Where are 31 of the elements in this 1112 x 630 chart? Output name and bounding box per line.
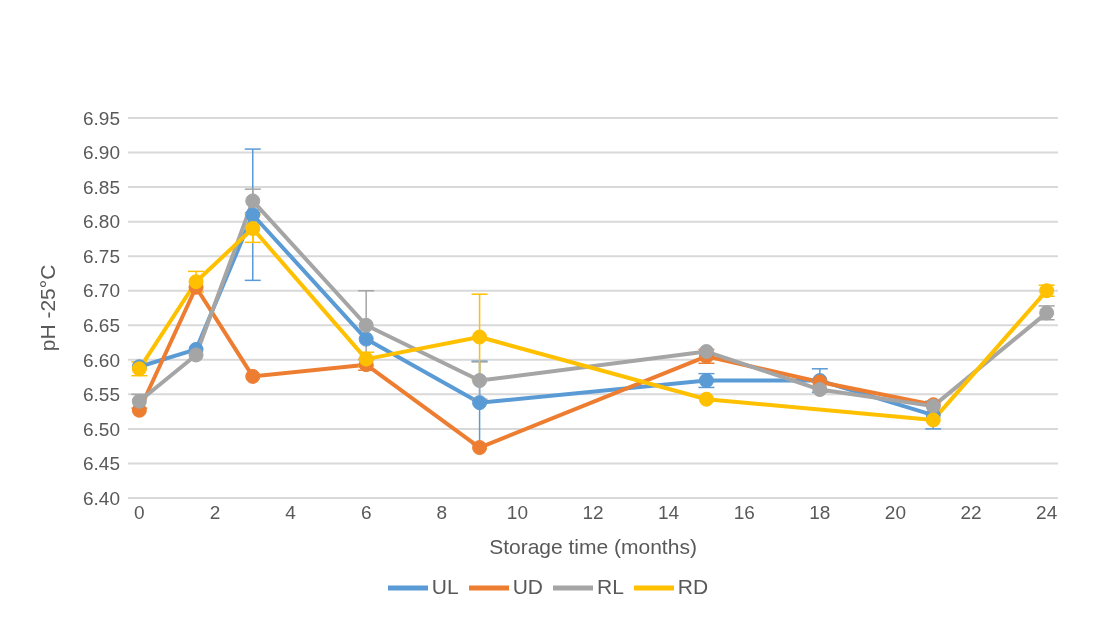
y-tick-label: 6.55 <box>83 384 120 406</box>
y-tick-label: 6.80 <box>83 211 120 233</box>
x-tick-label: 16 <box>733 502 755 524</box>
x-tick-label: 24 <box>1036 502 1058 524</box>
x-axis-title: Storage time (months) <box>489 535 697 558</box>
x-tick-label: 2 <box>209 502 221 524</box>
x-tick-label: 8 <box>436 502 448 524</box>
y-tick-label: 6.45 <box>83 453 120 475</box>
legend-label: UD <box>512 574 543 598</box>
x-tick-label: 14 <box>658 502 680 524</box>
x-tick-label: 10 <box>506 502 528 524</box>
y-tick-label: 6.90 <box>83 142 120 164</box>
y-tick-label: 6.50 <box>83 418 120 440</box>
legend-label: UL <box>431 574 459 598</box>
y-tick-label: 6.95 <box>83 107 120 129</box>
y-tick-label: 6.60 <box>83 349 120 371</box>
legend-label: RL <box>597 574 624 598</box>
x-tick-label: 0 <box>134 502 145 524</box>
y-tick-label: 6.65 <box>83 315 120 337</box>
x-tick-label: 12 <box>582 502 604 524</box>
y-axis-title: pH -25°C <box>36 264 60 352</box>
x-tick-label: 22 <box>960 502 982 524</box>
legend-label: RD <box>677 574 709 598</box>
y-tick-label: 6.75 <box>83 245 120 267</box>
y-tick-label: 6.85 <box>83 176 120 198</box>
y-tick-label: 6.70 <box>83 280 120 302</box>
x-tick-label: 20 <box>884 502 907 524</box>
y-tick-label: 6.40 <box>83 487 120 509</box>
x-tick-label: 6 <box>360 502 372 524</box>
x-tick-label: 4 <box>285 502 297 524</box>
x-tick-label: 18 <box>809 502 831 524</box>
